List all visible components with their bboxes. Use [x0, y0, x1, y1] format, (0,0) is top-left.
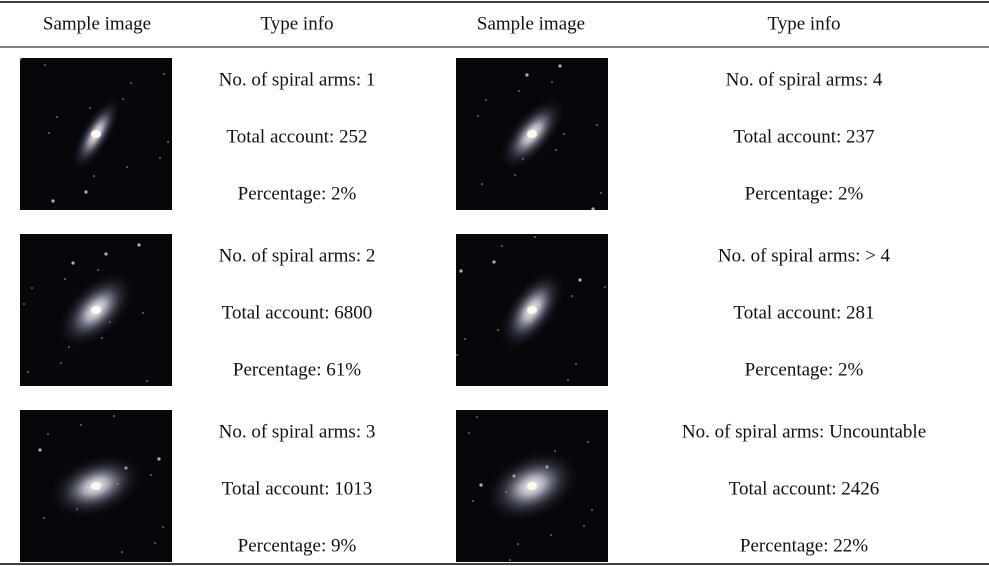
star	[459, 269, 462, 272]
star	[591, 207, 594, 210]
star	[157, 457, 160, 460]
star	[509, 559, 511, 561]
type-info: Percentage: 61%	[233, 359, 361, 380]
star	[44, 64, 46, 66]
type-info: Percentage: 2%	[745, 183, 864, 204]
star	[525, 73, 528, 76]
star	[47, 433, 49, 435]
type-info: No. of spiral arms: Uncountable	[682, 421, 926, 442]
type-info: Total account: 6800	[222, 302, 373, 323]
column-header: Type info	[260, 13, 333, 34]
star	[583, 525, 585, 527]
column-header: Sample image	[43, 13, 151, 34]
star	[18, 56, 21, 59]
star	[56, 116, 58, 118]
star	[596, 124, 598, 126]
type-info: No. of spiral arms: 2	[219, 245, 376, 266]
star	[587, 441, 589, 443]
type-info: No. of spiral arms: 4	[726, 69, 883, 90]
star	[514, 174, 516, 176]
type-info: Total account: 252	[226, 126, 367, 147]
galaxy-core	[91, 482, 101, 490]
star	[84, 190, 87, 193]
type-info: Percentage: 2%	[238, 183, 357, 204]
star	[563, 133, 565, 135]
star	[89, 107, 91, 109]
column-header: Type info	[767, 13, 840, 34]
type-info: Total account: 281	[733, 302, 874, 323]
star	[550, 534, 552, 536]
type-info: No. of spiral arms: > 4	[718, 245, 891, 266]
star	[492, 260, 495, 263]
star	[604, 286, 606, 288]
star	[27, 371, 29, 373]
galaxy-core	[527, 482, 537, 490]
type-info: Percentage: 2%	[745, 359, 864, 380]
galaxy-core	[527, 130, 537, 138]
star	[104, 252, 107, 255]
star	[497, 329, 499, 331]
star	[122, 98, 124, 100]
star	[485, 99, 487, 101]
star	[60, 362, 62, 364]
star	[43, 517, 45, 519]
star	[551, 81, 553, 83]
galaxy-core	[91, 306, 101, 314]
type-info: Total account: 237	[733, 126, 874, 147]
star	[567, 379, 569, 381]
star	[93, 175, 95, 177]
star	[71, 261, 74, 264]
star	[479, 483, 482, 486]
star	[578, 278, 581, 281]
star	[476, 416, 478, 418]
star	[31, 287, 33, 289]
star	[97, 269, 99, 271]
type-info: Total account: 2426	[729, 478, 880, 499]
star	[113, 415, 115, 417]
star	[571, 295, 573, 297]
type-info: Percentage: 9%	[238, 535, 357, 556]
type-info: Percentage: 22%	[740, 535, 868, 556]
star	[130, 82, 132, 84]
star	[80, 424, 82, 426]
star	[591, 509, 593, 511]
star	[64, 278, 66, 280]
star	[501, 245, 503, 247]
star	[146, 380, 148, 382]
star	[38, 448, 41, 451]
star	[456, 354, 458, 356]
star	[575, 363, 577, 365]
star	[477, 115, 479, 117]
star	[472, 500, 474, 502]
star	[154, 542, 156, 544]
type-info: No. of spiral arms: 1	[219, 69, 376, 90]
galaxy-core	[91, 130, 101, 138]
star	[162, 526, 164, 528]
star	[517, 543, 519, 545]
star	[142, 312, 144, 314]
table-figure: Sample image Type info Sample image Type in…	[0, 0, 989, 566]
star	[468, 432, 470, 434]
star	[534, 236, 536, 238]
star	[555, 149, 557, 151]
galaxy-core	[527, 306, 537, 314]
star	[23, 303, 25, 305]
star	[48, 132, 50, 134]
star	[558, 64, 561, 67]
type-info: No. of spiral arms: 3	[219, 421, 376, 442]
star	[163, 73, 165, 75]
column-header: Sample image	[477, 13, 585, 34]
star	[481, 183, 483, 185]
star	[159, 157, 161, 159]
star	[464, 338, 466, 340]
type-info: Total account: 1013	[222, 478, 373, 499]
star	[167, 141, 169, 143]
star	[150, 474, 152, 476]
star	[51, 199, 54, 202]
star	[121, 551, 123, 553]
star	[137, 243, 140, 246]
star	[518, 90, 520, 92]
star	[600, 192, 602, 194]
star	[126, 166, 128, 168]
